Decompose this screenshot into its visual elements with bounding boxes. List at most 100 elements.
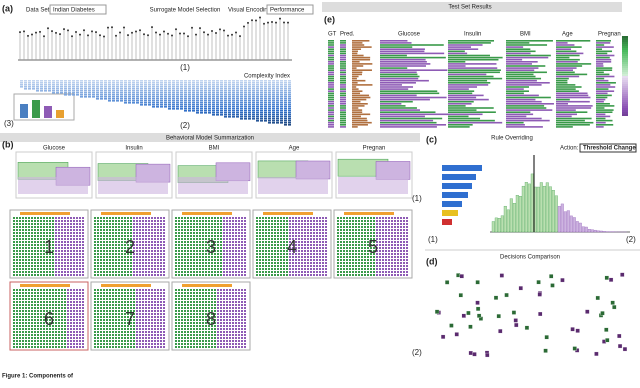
cell [61, 274, 63, 276]
cell [160, 256, 162, 258]
cell [16, 310, 18, 312]
cell [37, 226, 39, 228]
dot [243, 26, 245, 28]
cell [82, 295, 84, 297]
cell [274, 220, 276, 222]
cell [184, 256, 186, 258]
cell [180, 82, 183, 84]
cell [73, 319, 75, 321]
cell [31, 262, 33, 264]
cell [79, 331, 81, 333]
cell [136, 325, 138, 327]
cell [274, 271, 276, 273]
cell [276, 112, 279, 114]
cell [276, 86, 279, 88]
cell [148, 86, 151, 88]
cell [214, 223, 216, 225]
cell [103, 298, 105, 300]
dot [115, 35, 117, 37]
cell [118, 256, 120, 258]
cell [229, 241, 231, 243]
cell [67, 304, 69, 306]
cell [124, 304, 126, 306]
cell [108, 88, 111, 90]
cell [208, 106, 211, 108]
cell [228, 114, 231, 116]
cell [232, 108, 235, 110]
cell [400, 274, 402, 276]
cell [96, 98, 99, 100]
cell [61, 310, 63, 312]
bar [596, 67, 612, 69]
cell [13, 220, 15, 222]
cell [289, 271, 291, 273]
cell [264, 82, 267, 84]
cell [142, 241, 144, 243]
cell [73, 310, 75, 312]
cell [343, 226, 345, 228]
panel-title: Rule Overriding [491, 136, 533, 142]
feature-label: Pregnan [363, 146, 386, 152]
cell [144, 88, 147, 90]
cell [337, 238, 339, 240]
bar [506, 86, 529, 88]
cell [241, 238, 243, 240]
cell [276, 104, 279, 106]
cell [82, 229, 84, 231]
cell [139, 331, 141, 333]
bar [380, 61, 427, 63]
cell [280, 96, 283, 98]
cell [196, 244, 198, 246]
cell [96, 86, 99, 88]
cell [175, 226, 177, 228]
cell [382, 226, 384, 228]
cell [79, 316, 81, 318]
cell [180, 100, 183, 102]
cell [106, 313, 108, 315]
cell [103, 340, 105, 342]
cell [400, 268, 402, 270]
cell [379, 259, 381, 261]
cell [140, 100, 143, 102]
cell [271, 238, 273, 240]
cell [142, 337, 144, 339]
cell [358, 232, 360, 234]
cell [108, 92, 111, 94]
cell [235, 253, 237, 255]
cell [136, 96, 139, 98]
cell [109, 232, 111, 234]
cell [82, 319, 84, 321]
cell [199, 244, 201, 246]
cell [82, 268, 84, 270]
cell [25, 241, 27, 243]
cell [25, 295, 27, 297]
cell [108, 82, 111, 84]
cell [19, 253, 21, 255]
cell [156, 88, 159, 90]
cell [145, 235, 147, 237]
cell [214, 220, 216, 222]
cell [70, 259, 72, 261]
cell [163, 250, 165, 252]
cell [220, 80, 223, 82]
gt [328, 51, 334, 53]
cell [184, 232, 186, 234]
bar [506, 116, 526, 118]
cell [238, 262, 240, 264]
cell [67, 253, 69, 255]
cell [148, 250, 150, 252]
cell [28, 241, 30, 243]
cell [260, 110, 263, 112]
cell [106, 298, 108, 300]
cell [244, 220, 246, 222]
cell [142, 298, 144, 300]
cell [64, 322, 66, 324]
cell [193, 268, 195, 270]
cell [280, 220, 282, 222]
pred [340, 69, 346, 71]
cell [40, 244, 42, 246]
cell [284, 82, 287, 84]
cell [248, 98, 251, 100]
pred [340, 126, 346, 128]
dot [23, 30, 25, 32]
